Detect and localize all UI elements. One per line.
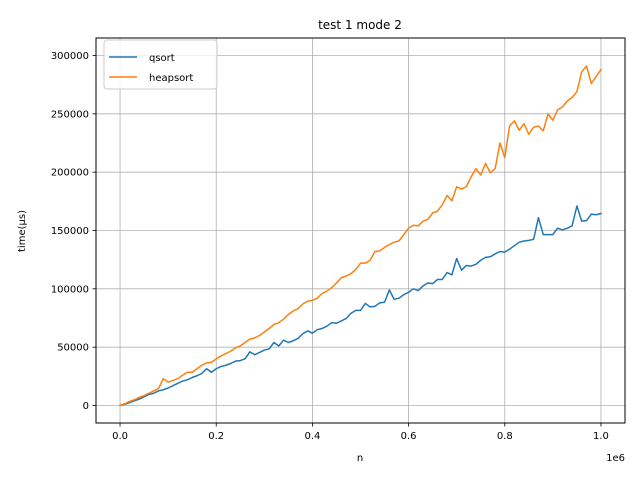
series-layer bbox=[119, 65, 602, 407]
x-tick-label: 0.0 bbox=[112, 431, 128, 442]
y-tick-label: 100000 bbox=[51, 284, 89, 295]
x-tick-label: 0.2 bbox=[208, 431, 224, 442]
y-tick-label: 200000 bbox=[51, 168, 89, 179]
chart-title: test 1 mode 2 bbox=[318, 18, 402, 32]
legend-qsort-label: qsort bbox=[149, 53, 175, 64]
y-tick-label: 300000 bbox=[51, 51, 89, 62]
y-tick-label: 150000 bbox=[51, 226, 89, 237]
y-tick-label: 0 bbox=[83, 401, 89, 412]
y-tick-label: 250000 bbox=[51, 109, 89, 120]
x-axis-offset-label: 1e6 bbox=[606, 453, 625, 464]
x-axis-label: n bbox=[357, 453, 363, 464]
y-tick-label: 50000 bbox=[57, 343, 89, 354]
x-tick-label: 0.8 bbox=[497, 431, 513, 442]
legend-heapsort-label: heapsort bbox=[149, 73, 193, 84]
series-line-qsort bbox=[119, 205, 602, 407]
y-axis-label: time(µs) bbox=[17, 210, 28, 252]
x-tick-label: 0.6 bbox=[401, 431, 417, 442]
series-line-heapsort bbox=[119, 65, 602, 407]
grid bbox=[96, 38, 625, 423]
x-tick-label: 1.0 bbox=[593, 431, 609, 442]
y-axis: 0 50000 100000 150000 200000 250000 300000 bbox=[51, 51, 96, 412]
x-axis: 0.0 0.2 0.4 0.6 0.8 1.0 bbox=[112, 423, 609, 442]
legend: qsort heapsort bbox=[103, 39, 218, 90]
x-tick-label: 0.4 bbox=[304, 431, 320, 442]
